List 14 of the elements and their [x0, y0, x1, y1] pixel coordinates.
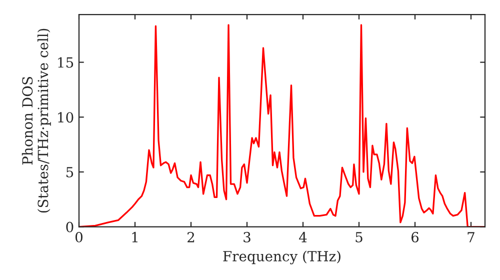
y-tick-label: 10 [58, 112, 74, 123]
x-axis-title: Frequency (THz) [223, 250, 340, 264]
x-tick-label: 6 [412, 232, 419, 242]
y-tick-label: 5 [66, 167, 74, 178]
x-tick-label: 0 [75, 232, 82, 242]
y-tick-label: 15 [58, 57, 74, 68]
y-tick-label: 0 [66, 222, 74, 232]
x-tick-label: 7 [468, 232, 474, 242]
x-tick-label: 4 [299, 232, 307, 242]
y-axis-title: Phonon DOS (States/THz·primitive cell) [22, 28, 51, 213]
x-tick-label: 2 [188, 232, 194, 242]
x-tick-label: 5 [356, 232, 362, 242]
x-tick-label: 1 [132, 232, 138, 242]
x-tick-label: 3 [244, 232, 250, 242]
